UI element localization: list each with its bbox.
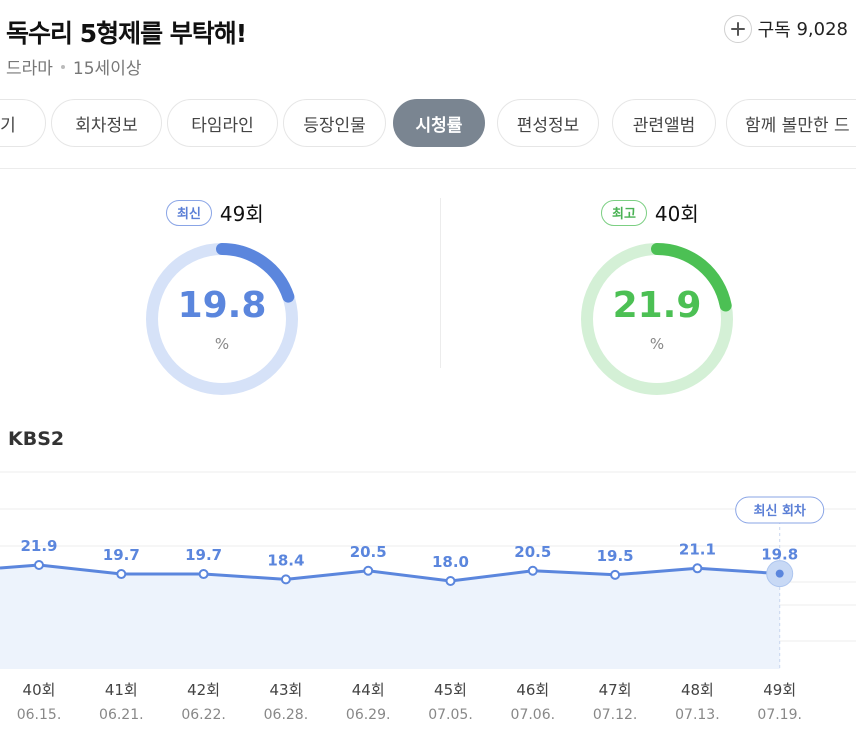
tab-episode-info[interactable]: 회차정보 — [51, 99, 162, 147]
subscribe-label: 구독 — [757, 20, 791, 41]
x-tick-episode: 44회 — [352, 681, 385, 699]
best-badge: 최고 — [601, 199, 647, 226]
program-title: 독수리 5형제를 부탁해! — [6, 19, 247, 48]
subscribe-count: 9,028 — [796, 18, 848, 40]
x-tick-date: 07.06. — [511, 707, 556, 723]
data-point — [692, 563, 703, 574]
data-label: 20.5 — [350, 543, 387, 561]
best-rating-unit: % — [649, 335, 665, 353]
plus-icon — [723, 15, 752, 43]
program-meta: 드라마 15세이상 — [6, 54, 141, 79]
x-tick-episode: 46회 — [516, 681, 549, 699]
stat-divider — [440, 198, 441, 368]
data-point — [775, 569, 784, 578]
x-tick-date: 07.19. — [757, 707, 802, 723]
tab-schedule[interactable]: 편성정보 — [497, 99, 599, 147]
latest-rating-value: 19.8 — [177, 285, 267, 326]
tab-timeline[interactable]: 타임라인 — [167, 99, 278, 147]
data-point — [610, 569, 621, 580]
latest-rating-header: 최신 49회 — [166, 198, 264, 227]
x-tick-episode: 49회 — [763, 681, 796, 699]
x-tick-date: 06.15. — [17, 707, 62, 723]
x-tick-date: 06.22. — [181, 707, 226, 723]
best-episode: 40회 — [654, 202, 699, 226]
data-point — [363, 565, 374, 576]
x-tick-date: 07.12. — [593, 707, 638, 723]
tab-partial-left[interactable]: 기 — [0, 99, 46, 147]
x-tick-episode: 42회 — [187, 681, 220, 699]
tab-related-shows[interactable]: 함께 볼만한 드 — [726, 99, 856, 147]
latest-badge: 최신 — [166, 199, 212, 226]
latest-rating-unit: % — [214, 335, 230, 353]
x-tick-episode: 41회 — [105, 681, 138, 699]
best-rating-gauge: 21.9 % — [579, 241, 735, 397]
channel-label: KBS2 — [8, 428, 65, 450]
x-tick-date: 06.21. — [99, 707, 144, 723]
data-point — [445, 576, 456, 586]
x-tick-episode: 47회 — [599, 681, 632, 699]
latest-episode: 49회 — [219, 202, 264, 226]
x-tick-episode: 45회 — [434, 681, 467, 699]
tab-ratings[interactable]: 시청률 — [393, 99, 485, 147]
x-tick-date: 07.13. — [675, 707, 720, 723]
best-rating-value: 21.9 — [612, 285, 702, 326]
data-point — [116, 569, 127, 580]
tab-bar: 기 회차정보 타임라인 등장인물 시청률 편성정보 관련앨범 함께 볼만한 드 — [0, 99, 856, 149]
x-tick-date: 07.05. — [428, 707, 473, 723]
latest-episode-callout — [735, 496, 825, 524]
data-label: 21.9 — [20, 537, 57, 555]
data-point — [527, 565, 538, 576]
tab-characters[interactable]: 등장인물 — [283, 99, 386, 147]
data-point — [198, 569, 209, 580]
data-label: 19.7 — [103, 546, 140, 564]
x-tick-date: 06.28. — [264, 707, 309, 723]
genre-label: 드라마 — [6, 59, 53, 79]
data-label: 20.5 — [514, 543, 551, 561]
ratings-line-chart: 21.9 40회 06.15. 19.7 41회 06.21. 19.7 42회 06.22. 1… — [0, 471, 856, 723]
latest-rating-gauge: 19.8 % — [144, 241, 300, 397]
latest-gauge-ring — [146, 243, 298, 395]
data-label: 21.1 — [679, 540, 716, 558]
latest-episode-callout-label: 최신 회차 — [754, 503, 806, 519]
meta-separator — [60, 65, 65, 69]
tab-related-album[interactable]: 관련앨범 — [612, 99, 716, 147]
age-rating-label: 15세이상 — [72, 59, 142, 79]
data-label: 18.4 — [267, 551, 304, 569]
subscribe-button[interactable]: 구독 9,028 — [723, 15, 848, 43]
x-tick-episode: 48회 — [681, 681, 714, 699]
program-header: 독수리 5형제를 부탁해! 드라마 15세이상 구독 9,028 — [0, 0, 856, 90]
data-label: 18.0 — [432, 553, 469, 571]
x-tick-date: 06.29. — [346, 707, 391, 723]
data-point — [34, 560, 44, 571]
x-tick-episode: 40회 — [23, 681, 56, 699]
data-point — [280, 574, 291, 585]
best-gauge-ring — [581, 243, 733, 395]
data-label: 19.5 — [597, 547, 634, 565]
best-rating-header: 최고 40회 — [601, 198, 699, 227]
data-label: 19.8 — [761, 546, 798, 564]
x-tick-episode: 43회 — [269, 681, 302, 699]
chart-area-fill — [0, 565, 780, 669]
data-label: 19.7 — [185, 546, 222, 564]
section-divider — [0, 168, 856, 169]
